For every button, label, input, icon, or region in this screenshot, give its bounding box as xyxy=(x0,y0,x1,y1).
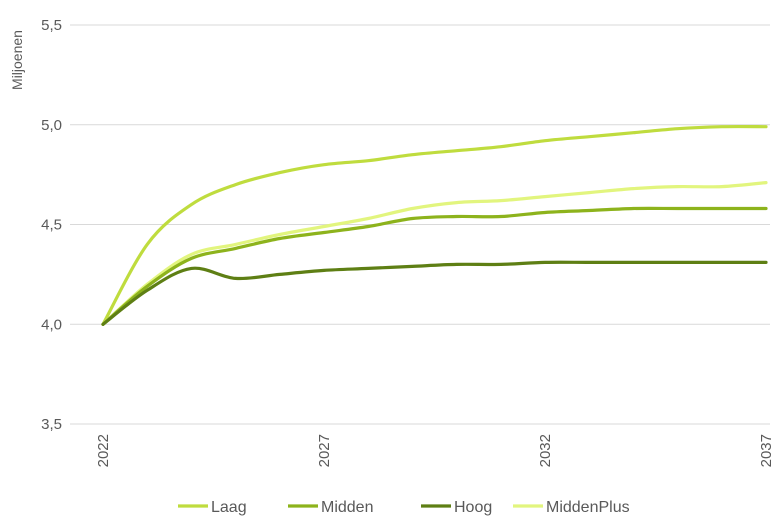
gridlines xyxy=(70,24,770,425)
y-tick-label: 3,5 xyxy=(41,416,62,433)
y-tick-label: 4,0 xyxy=(41,316,62,333)
legend: Laag Midden Hoog MiddenPlus xyxy=(178,499,630,516)
y-tick-labels: 3,5 4,0 4,5 5,0 5,5 xyxy=(41,17,62,433)
x-tick-label: 2032 xyxy=(537,434,554,467)
legend-label: Laag xyxy=(211,499,247,516)
series-line-laag xyxy=(101,124,768,326)
x-tick-label: 2027 xyxy=(316,434,333,467)
y-tick-label: 5,5 xyxy=(41,17,62,34)
x-tick-label: 2022 xyxy=(95,434,112,467)
y-axis-label: Miljoenen xyxy=(9,30,25,90)
series-line-midden xyxy=(101,206,768,326)
series-lines xyxy=(101,124,768,326)
legend-label: Hoog xyxy=(454,499,492,516)
series-line-hoog xyxy=(101,260,768,326)
x-tick-labels: 2022 2027 2032 2037 xyxy=(95,434,775,467)
legend-label: Midden xyxy=(321,499,373,516)
x-tick-label: 2037 xyxy=(758,434,775,467)
legend-label: MiddenPlus xyxy=(546,499,630,516)
series-line-middenplus xyxy=(101,181,768,326)
y-tick-label: 5,0 xyxy=(41,117,62,134)
y-tick-label: 4,5 xyxy=(41,217,62,234)
